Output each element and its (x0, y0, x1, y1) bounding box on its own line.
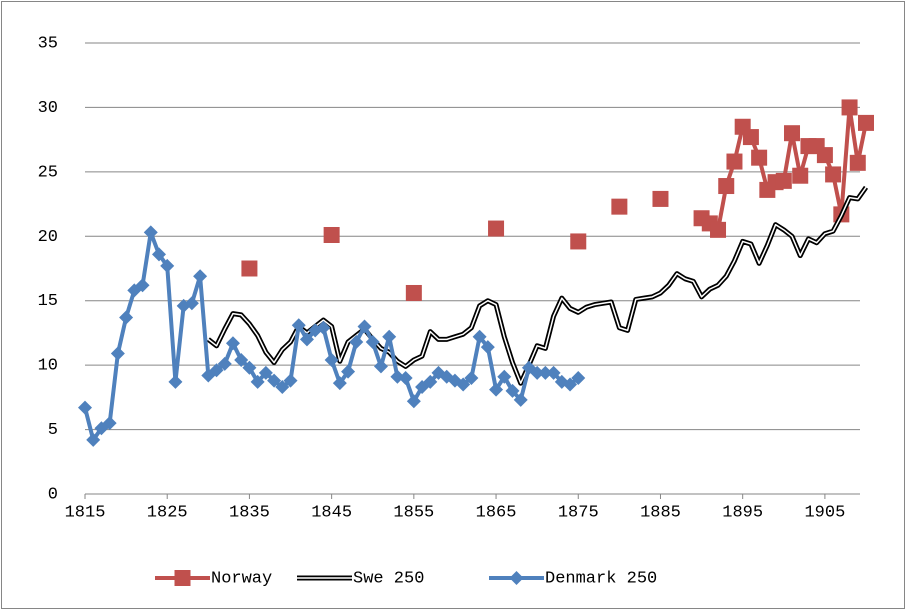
marker (456, 377, 471, 392)
marker (332, 376, 347, 391)
marker (217, 356, 232, 371)
marker (225, 336, 240, 351)
y-tick-label: 35 (38, 34, 58, 53)
marker (78, 400, 92, 415)
marker (160, 258, 175, 273)
marker (242, 360, 257, 375)
marker (841, 99, 858, 116)
x-tick-label: 1855 (393, 503, 434, 522)
x-tick-label: 1865 (476, 503, 517, 522)
marker (209, 363, 224, 378)
legend-label: Swe 250 (353, 569, 424, 588)
y-tick-label: 15 (38, 292, 58, 311)
marker (718, 178, 735, 195)
marker (825, 166, 842, 183)
legend-label: Norway (211, 569, 272, 588)
marker (250, 374, 265, 389)
marker (357, 319, 372, 334)
marker (497, 369, 512, 384)
marker (349, 334, 364, 349)
marker (275, 380, 290, 395)
marker (143, 225, 158, 240)
marker (241, 260, 258, 277)
x-tick-label: 1885 (640, 503, 681, 522)
marker (168, 374, 183, 389)
marker (151, 247, 166, 262)
y-tick-label: 25 (38, 163, 58, 182)
marker (365, 334, 380, 349)
marker (530, 365, 545, 380)
marker (267, 373, 282, 388)
marker (324, 352, 339, 367)
x-tick-label: 1825 (147, 503, 188, 522)
marker (299, 332, 314, 347)
marker (710, 221, 727, 238)
marker (119, 310, 134, 325)
marker (174, 570, 191, 586)
marker (341, 364, 356, 379)
marker (184, 296, 199, 311)
marker (193, 269, 208, 284)
marker (405, 284, 422, 301)
marker (546, 365, 561, 380)
marker (611, 198, 628, 215)
y-tick-label: 5 (48, 421, 58, 440)
x-tick-label: 1875 (558, 503, 599, 522)
marker (135, 278, 150, 293)
marker (792, 167, 809, 184)
marker (726, 153, 743, 170)
marker (742, 129, 759, 146)
y-tick-label: 0 (48, 485, 58, 504)
marker (323, 226, 340, 243)
marker (488, 220, 505, 237)
marker (102, 416, 117, 431)
marker (316, 320, 331, 335)
marker (570, 233, 587, 250)
marker (751, 149, 768, 166)
marker (784, 125, 801, 142)
marker (110, 346, 125, 361)
marker (480, 340, 495, 355)
marker (563, 377, 578, 392)
marker (509, 571, 524, 585)
marker (423, 374, 438, 389)
x-tick-label: 1905 (804, 503, 845, 522)
marker (505, 383, 520, 398)
x-tick-label: 1845 (311, 503, 352, 522)
marker (472, 329, 487, 344)
marker (234, 352, 249, 367)
marker (858, 114, 874, 131)
x-tick-label: 1895 (722, 503, 763, 522)
y-tick-label: 10 (38, 357, 58, 376)
y-tick-label: 20 (38, 228, 58, 247)
marker (464, 371, 479, 386)
marker (849, 154, 866, 171)
marker (283, 373, 298, 388)
marker (398, 371, 413, 386)
marker (86, 432, 101, 447)
marker (373, 359, 388, 374)
marker (652, 190, 669, 207)
marker (489, 382, 504, 397)
legend-label: Denmark 250 (545, 569, 657, 588)
marker (571, 371, 586, 386)
marker (513, 392, 528, 407)
marker (406, 394, 421, 409)
marker (258, 365, 273, 380)
x-tick-label: 1835 (229, 503, 270, 522)
y-tick-label: 30 (38, 99, 58, 118)
marker (382, 329, 397, 344)
marker (775, 172, 792, 189)
marker (538, 365, 553, 380)
x-tick-label: 1815 (65, 503, 106, 522)
marker (816, 147, 833, 164)
marker (291, 318, 306, 333)
series-line-inner (207, 186, 867, 384)
